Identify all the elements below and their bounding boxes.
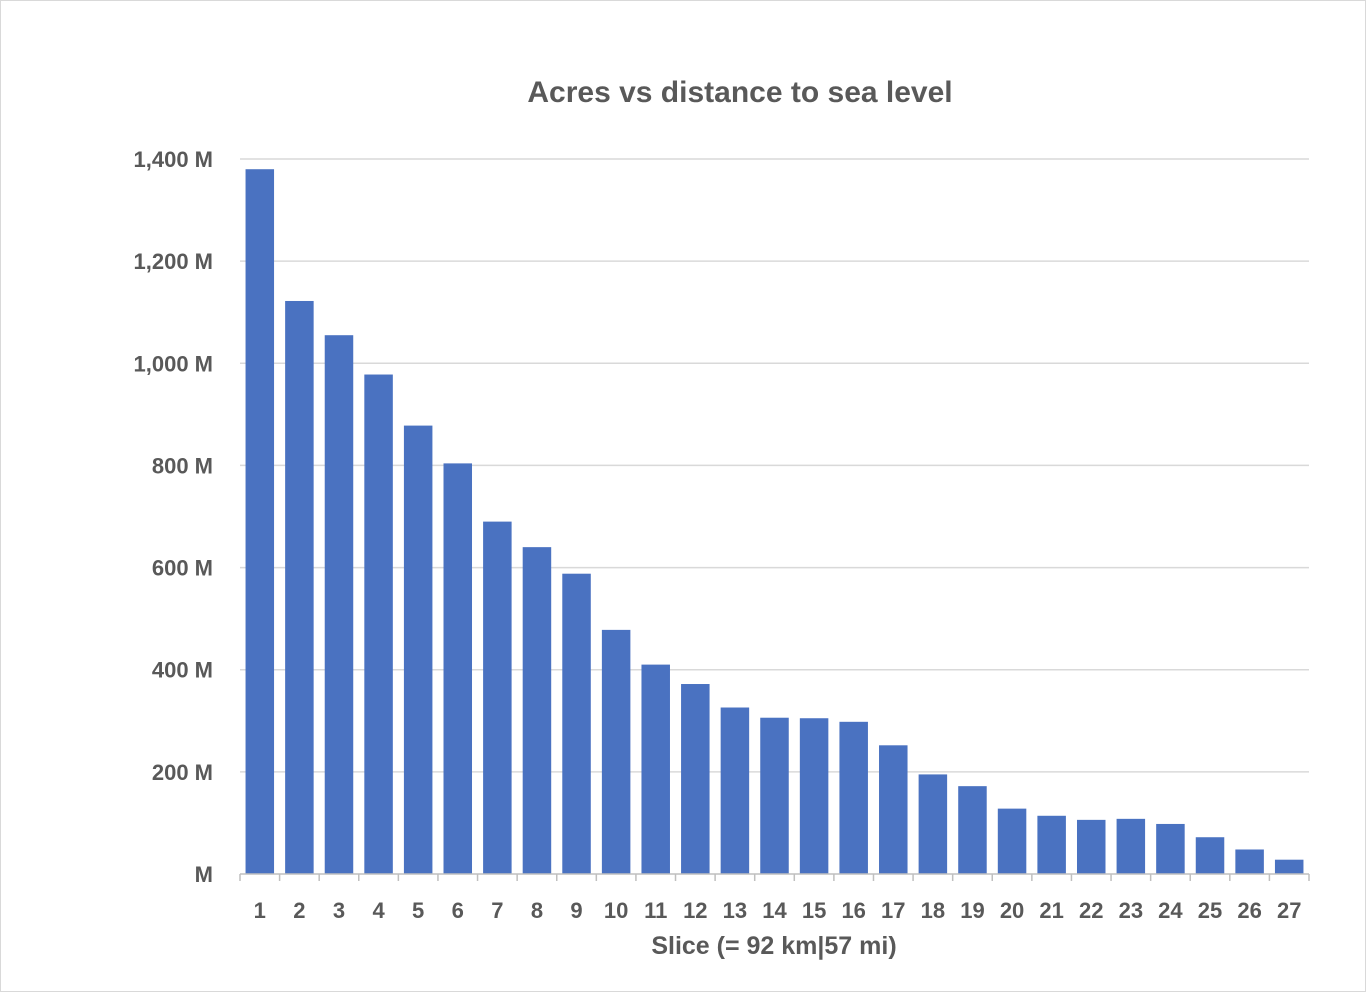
bar: [760, 717, 789, 874]
x-tick-label: 4: [372, 898, 385, 923]
bar: [245, 169, 275, 874]
bar: [879, 745, 908, 874]
y-tick-label: 600 M: [152, 556, 213, 581]
x-tick-label: 23: [1119, 898, 1143, 923]
bar: [1195, 837, 1225, 874]
x-tick-label: 14: [762, 898, 787, 923]
bars: [245, 169, 1304, 875]
y-tick-label: 1,000 M: [134, 351, 214, 376]
x-tick-label: 16: [841, 898, 865, 923]
bar: [364, 374, 393, 874]
gridlines: [240, 158, 1309, 773]
x-axis: [239, 873, 1310, 881]
y-tick-label: 1,400 M: [134, 147, 214, 172]
bar: [1274, 859, 1304, 874]
x-axis-label: Slice (= 92 km|57 mi): [651, 932, 897, 960]
x-tick-label: 15: [802, 898, 826, 923]
x-axis-ticks: 1 2 3 4 5 6 7 8 9 10 11 12 13 14 15 16 17 18 19 20 21 22 23 24 2…: [254, 898, 1302, 923]
x-tick-label: 3: [333, 898, 345, 923]
chart-title: Acres vs distance to sea level: [527, 76, 953, 109]
x-tick-label: 13: [723, 898, 747, 923]
x-tick-label: 8: [531, 898, 543, 923]
bar: [1116, 818, 1146, 874]
y-axis-ticks: M 200 M 400 M 600 M 800 M 1,000 M 1,200 M 1,400…: [134, 147, 214, 887]
bar: [443, 463, 473, 874]
x-tick-label: 7: [491, 898, 503, 923]
x-tick-label: 21: [1039, 898, 1063, 923]
bar: [1076, 819, 1106, 874]
bar: [958, 786, 987, 874]
x-tick-label: 9: [570, 898, 582, 923]
x-tick-label: 10: [604, 898, 628, 923]
bar: [1037, 815, 1066, 874]
x-tick-label: 11: [644, 898, 667, 923]
y-tick-label: 200 M: [152, 760, 213, 785]
x-tick-label: 1: [254, 898, 266, 923]
bar: [839, 721, 868, 874]
bar: [601, 629, 631, 874]
bar: [324, 335, 354, 875]
bar: [285, 300, 314, 874]
bar: [799, 718, 829, 874]
x-tick-label: 6: [452, 898, 464, 923]
x-tick-label: 12: [683, 898, 707, 923]
x-tick-label: 26: [1237, 898, 1261, 923]
y-tick-label: 1,200 M: [134, 249, 214, 274]
bar: [918, 774, 948, 874]
bar: [562, 573, 591, 874]
bar: [997, 808, 1027, 874]
x-tick-label: 22: [1079, 898, 1103, 923]
x-tick-label: 17: [881, 898, 905, 923]
bar: [720, 707, 750, 874]
x-tick-label: 19: [960, 898, 984, 923]
bar: [403, 425, 433, 874]
y-tick-label: 400 M: [152, 658, 213, 683]
x-tick-label: 18: [921, 898, 945, 923]
x-tick-label: 27: [1277, 898, 1301, 923]
y-tick-label: M: [195, 862, 213, 887]
bar: [1235, 849, 1264, 874]
x-tick-label: 20: [1000, 898, 1024, 923]
x-tick-label: 25: [1198, 898, 1222, 923]
bar: [641, 664, 670, 874]
bar: [522, 547, 552, 874]
bar: [483, 521, 512, 874]
bar: [681, 684, 710, 874]
bar: [1156, 823, 1185, 874]
x-tick-label: 5: [412, 898, 424, 923]
x-tick-label: 24: [1158, 898, 1183, 923]
y-tick-label: 800 M: [152, 453, 213, 478]
x-tick-label: 2: [293, 898, 305, 923]
